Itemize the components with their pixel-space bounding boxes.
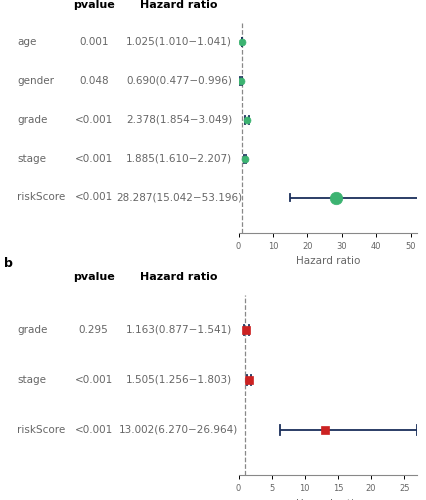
Text: 1.163(0.877−1.541): 1.163(0.877−1.541) [126,325,232,335]
Text: 1.505(1.256−1.803): 1.505(1.256−1.803) [126,375,232,385]
Text: <0.001: <0.001 [75,154,113,164]
Text: <0.001: <0.001 [75,114,113,124]
Text: grade: grade [17,325,47,335]
Text: grade: grade [17,114,47,124]
Text: <0.001: <0.001 [75,425,113,435]
Text: Hazard ratio: Hazard ratio [140,272,218,282]
Text: pvalue: pvalue [73,0,115,10]
Text: 0.690(0.477−0.996): 0.690(0.477−0.996) [126,76,232,86]
Text: <0.001: <0.001 [75,192,113,202]
Text: 0.295: 0.295 [79,325,109,335]
Text: stage: stage [17,154,46,164]
Text: 2.378(1.854−3.049): 2.378(1.854−3.049) [126,114,232,124]
Text: b: b [4,257,13,270]
Text: 13.002(6.270−26.964): 13.002(6.270−26.964) [119,425,239,435]
Text: <0.001: <0.001 [75,375,113,385]
X-axis label: Hazard ratio: Hazard ratio [296,256,360,266]
Text: 0.048: 0.048 [79,76,109,86]
Text: 1.885(1.610−2.207): 1.885(1.610−2.207) [126,154,232,164]
Text: stage: stage [17,375,46,385]
Text: 28.287(15.042−53.196): 28.287(15.042−53.196) [116,192,242,202]
Text: Hazard ratio: Hazard ratio [140,0,218,10]
Text: gender: gender [17,76,54,86]
Text: 0.001: 0.001 [79,37,109,47]
X-axis label: Hazard ratio: Hazard ratio [296,498,360,500]
Text: age: age [17,37,36,47]
Text: pvalue: pvalue [73,272,115,282]
Text: riskScore: riskScore [17,425,65,435]
Text: 1.025(1.010−1.041): 1.025(1.010−1.041) [126,37,232,47]
Text: riskScore: riskScore [17,192,65,202]
